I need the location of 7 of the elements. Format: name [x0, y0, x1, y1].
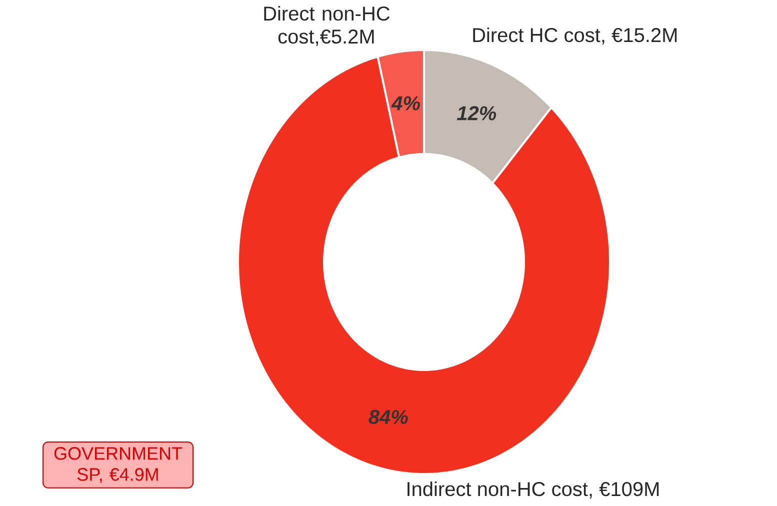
text: GOVERNMENT SP, €4.9M: [54, 447, 182, 483]
data-label: 12%: [456, 106, 496, 120]
slice-label: Direct HC cost, €15.2M: [473, 27, 677, 45]
slice-label: Indirect non-HC cost, €109M: [408, 481, 659, 499]
slice-label: Direct non-HC cost,€5.2M: [264, 6, 390, 46]
data-label: 84%: [368, 410, 408, 424]
data-label: 4%: [391, 96, 420, 110]
